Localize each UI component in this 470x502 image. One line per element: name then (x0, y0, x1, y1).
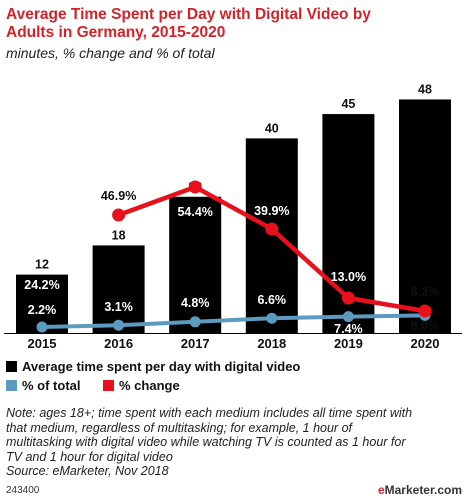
bar-label-2018: 40 (265, 121, 279, 135)
note-line-1: Note: ages 18+; time spent with each med… (6, 406, 413, 420)
label-total-2018: 6.6% (258, 293, 287, 307)
point-total-2016[interactable] (113, 319, 125, 331)
notes: Note: ages 18+; time spent with each med… (6, 406, 466, 479)
point-change-2019[interactable] (341, 291, 355, 305)
label-total-2015: 2.2% (28, 303, 57, 317)
point-total-2019[interactable] (342, 311, 354, 323)
note-line-2: that medium, regardless of multitasking;… (6, 420, 352, 435)
legend-total-label: % of total (22, 378, 81, 393)
point-change-2018[interactable] (265, 222, 279, 236)
bar-2018[interactable] (245, 138, 298, 333)
point-change-2017[interactable] (188, 180, 202, 194)
bar-2020[interactable] (399, 99, 451, 333)
label-total-2020: 8.0% (411, 319, 440, 333)
legend-total-swatch (6, 380, 17, 391)
legend-bars-swatch (6, 361, 17, 372)
source-line: Source: eMarketer, Nov 2018 (6, 464, 169, 478)
bar-2017[interactable] (169, 196, 222, 333)
chart-area: 1218284045482015201620172018201920202.2%… (4, 82, 462, 393)
brand-e: e (377, 483, 385, 497)
legend-change-swatch (103, 380, 114, 391)
label-change-2019: 13.0% (331, 270, 366, 284)
x-tick-2018: 2018 (257, 336, 286, 351)
label-change-2015: 24.2% (24, 278, 59, 292)
title-line-1: Average Time Spent per Day with Digital … (6, 6, 371, 23)
legend-bars-label: Average time spent per day with digital … (22, 359, 300, 374)
bar-2016[interactable] (92, 245, 145, 333)
x-tick-2015: 2015 (28, 336, 57, 351)
point-total-2015[interactable] (36, 321, 48, 333)
title-line-2: Adults in Germany, 2015-2020 (6, 24, 226, 41)
bar-label-2019: 45 (341, 97, 355, 111)
label-change-2016: 46.9% (101, 189, 136, 203)
x-tick-2020: 2020 (411, 336, 440, 351)
legend-change-label: % change (119, 378, 180, 393)
bar-label-2020: 48 (418, 82, 432, 96)
chart-title: Average Time Spent per Day with Digital … (6, 6, 461, 42)
x-tick-2019: 2019 (334, 336, 363, 351)
label-total-2019: 7.4% (334, 322, 363, 336)
label-total-2017: 4.8% (181, 296, 210, 310)
brand-rest: Marketer.com (384, 483, 462, 497)
label-change-2018: 39.9% (254, 204, 289, 218)
note-line-4: TV and 1 hour for digital video (6, 449, 173, 464)
label-change-2020: 8.3% (411, 285, 440, 299)
line-pct-of-total (41, 313, 426, 329)
point-change-2016[interactable] (112, 208, 126, 222)
label-change-2017: 54.4% (177, 205, 212, 219)
point-total-2018[interactable] (266, 312, 278, 324)
chart-id: 243400 (6, 485, 40, 496)
bar-label-2016: 18 (112, 228, 126, 242)
chart-subtitle: minutes, % change and % of total (6, 45, 215, 61)
brand-logo[interactable]: eMarketer.com (378, 483, 462, 497)
label-total-2016: 3.1% (104, 300, 133, 314)
bar-label-2015: 12 (35, 258, 49, 272)
x-tick-2017: 2017 (181, 336, 210, 351)
point-total-2017[interactable] (189, 316, 201, 328)
x-tick-2016: 2016 (104, 336, 133, 351)
note-line-3: multitasking with digital video while wa… (6, 435, 406, 449)
point-change-2020[interactable] (418, 304, 432, 318)
